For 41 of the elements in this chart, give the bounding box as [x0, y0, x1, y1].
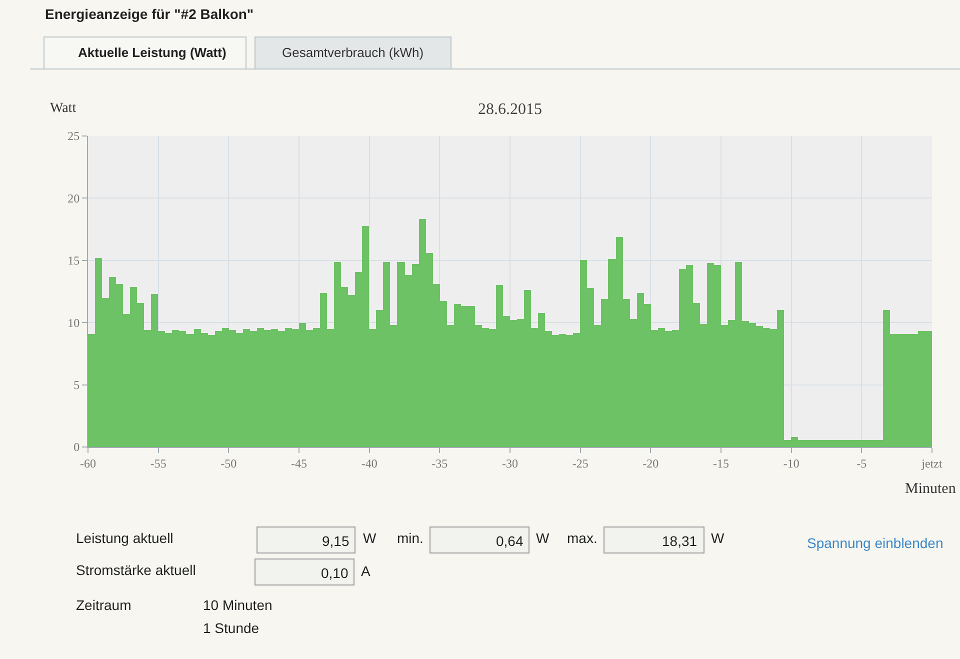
x-tick-label: -40 — [361, 456, 378, 470]
x-tick-label: -60 — [80, 456, 96, 470]
y-tick-label: 0 — [74, 440, 80, 454]
x-tick-label: -50 — [220, 456, 237, 470]
x-tick-label: -5 — [856, 456, 867, 470]
text: Leistung aktuell — [76, 530, 174, 546]
text: Aktuelle Leistung (Watt) — [78, 45, 226, 60]
text: Spannung einblenden — [807, 535, 944, 551]
x-tick-label: -30 — [502, 456, 518, 470]
x-tick-label: -20 — [642, 456, 659, 470]
x-tick-label: -10 — [783, 456, 800, 470]
x-tick-label: -45 — [291, 456, 307, 470]
text: Gesamtverbrauch (kWh) — [282, 45, 424, 60]
chart-title: 28.6.2015 — [478, 101, 542, 118]
y-tick-label: 5 — [74, 378, 80, 392]
y-tick-label: 10 — [68, 316, 80, 330]
text: W — [536, 530, 550, 546]
text: Zeitraum — [76, 597, 132, 613]
text: 0,64 — [496, 533, 524, 549]
y-tick-label: 25 — [68, 129, 80, 144]
x-tick-label: -55 — [150, 456, 166, 470]
x-tick-label: jetzt — [920, 456, 943, 470]
text: A — [361, 563, 371, 579]
y-tick-label: 20 — [68, 191, 80, 206]
text: min. — [397, 530, 424, 546]
text: 1 Stunde — [203, 620, 260, 636]
text: Stromstärke aktuell — [76, 562, 196, 578]
text: 10 Minuten — [203, 597, 272, 613]
text: W — [711, 530, 725, 546]
text: 9,15 — [322, 533, 350, 549]
text: W — [363, 530, 377, 546]
x-tick-label: -15 — [713, 456, 729, 470]
text: 0,10 — [321, 565, 348, 581]
text: 18,31 — [662, 533, 698, 549]
y-tick-label: 15 — [68, 254, 80, 268]
x-tick-label: -25 — [572, 456, 588, 470]
text: max. — [567, 530, 598, 546]
x-tick-label: -35 — [432, 456, 448, 470]
text: Energieanzeige für "#2 Balkon" — [45, 6, 254, 22]
y-axis-title: Watt — [50, 101, 76, 116]
x-axis-title: Minuten — [905, 481, 956, 497]
